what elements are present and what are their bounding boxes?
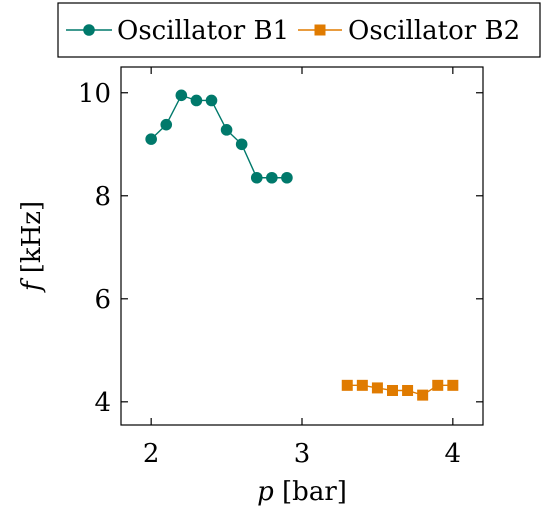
data-point [205, 94, 218, 107]
legend-item: Oscillator B1 [66, 16, 289, 46]
data-point [145, 133, 157, 145]
legend-label: Oscillator B2 [348, 16, 520, 46]
y-tick-label: 8 [94, 182, 111, 212]
data-point [417, 389, 429, 401]
data-point [266, 171, 278, 184]
data-point [250, 171, 263, 184]
data-point [220, 124, 233, 136]
data-point [160, 118, 173, 131]
data-point [356, 379, 368, 391]
x-tick-label: 2 [143, 439, 160, 469]
data-point [235, 138, 248, 151]
series-layer [145, 89, 459, 401]
series-2 [341, 379, 459, 401]
x-tick-label: 3 [294, 439, 311, 469]
data-point [175, 89, 188, 102]
y-axis-label: f [kHz] [17, 201, 47, 293]
y-tick-label: 10 [78, 79, 111, 109]
plot-area [120, 66, 484, 426]
x-tick-label: 4 [445, 439, 462, 469]
data-point [371, 382, 383, 394]
x-axis-label: p [bar] [257, 477, 347, 507]
data-point [432, 379, 444, 391]
data-point [341, 379, 353, 391]
y-axis-label-unit: [kHz] [17, 201, 47, 282]
legend-swatch-marker [314, 24, 326, 36]
x-axis-label-var: p [257, 477, 274, 507]
series-line [150, 94, 287, 179]
data-point [190, 94, 203, 107]
y-tick-label: 4 [94, 388, 111, 418]
data-point [281, 171, 293, 184]
legend-item: Oscillator B2 [298, 16, 520, 46]
legend: Oscillator B1 Oscillator B2 [57, 2, 541, 58]
y-tick-label: 6 [94, 285, 111, 315]
axis-ticks: 2 3 4 4 6 8 10 [78, 67, 483, 469]
legend-swatch-marker [83, 24, 95, 36]
data-point [402, 384, 414, 396]
legend-label: Oscillator B1 [117, 16, 289, 46]
data-point [387, 384, 398, 396]
series-1 [145, 89, 293, 184]
data-point [447, 379, 459, 391]
x-axis-label-unit: [bar] [274, 477, 347, 507]
